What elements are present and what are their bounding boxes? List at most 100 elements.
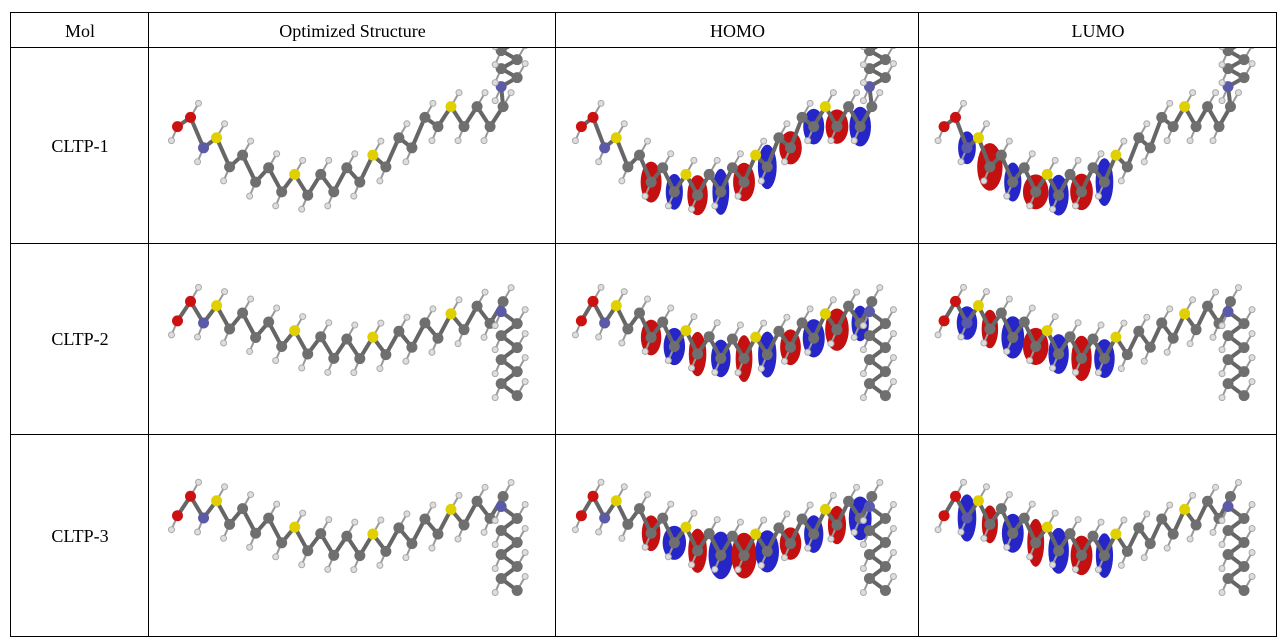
- hydrogen-atom: [1004, 544, 1010, 550]
- hydrogen-atom: [958, 334, 964, 340]
- atom: [512, 342, 523, 353]
- atom: [1191, 520, 1202, 531]
- hydrogen-atom: [981, 535, 987, 541]
- hydrogen-atom: [508, 90, 514, 96]
- hydrogen-atom: [492, 542, 498, 548]
- atom: [1223, 549, 1234, 560]
- atom: [1099, 353, 1110, 364]
- hydrogen-atom: [1027, 357, 1033, 363]
- hydrogen-atom: [482, 90, 488, 96]
- atom: [715, 186, 726, 197]
- hydrogen-atom: [1219, 542, 1225, 548]
- atom: [750, 529, 761, 540]
- hydrogen-atom: [1121, 138, 1127, 144]
- atom: [773, 522, 784, 533]
- hydrogen-atom: [1098, 151, 1104, 157]
- hydrogen-atom: [854, 289, 860, 295]
- hydrogen-atom: [619, 535, 625, 541]
- hydrogen-atom: [781, 555, 787, 561]
- hydrogen-atom: [1210, 138, 1216, 144]
- atom: [1099, 550, 1110, 561]
- hydrogen-atom: [851, 138, 857, 144]
- atom: [302, 545, 313, 556]
- atom: [1202, 301, 1213, 312]
- hydrogen-atom: [1144, 511, 1150, 517]
- hydrogen-atom: [273, 554, 279, 560]
- hydrogen-atom: [860, 518, 866, 524]
- atom: [820, 308, 831, 319]
- atom: [950, 296, 961, 307]
- atom: [843, 496, 854, 507]
- atom: [634, 503, 645, 514]
- hydrogen-atom: [572, 527, 578, 533]
- atom: [820, 504, 831, 515]
- atom: [1065, 331, 1076, 342]
- hydrogen-atom: [1027, 203, 1033, 209]
- atom: [459, 121, 470, 132]
- atom: [276, 341, 287, 352]
- atom: [445, 308, 456, 319]
- hydrogen-atom: [714, 517, 720, 523]
- hydrogen-atom: [1121, 320, 1127, 326]
- hydrogen-atom: [805, 138, 811, 144]
- hydrogen-atom: [522, 307, 528, 313]
- hydrogen-atom: [1213, 289, 1219, 295]
- hydrogen-atom: [196, 284, 202, 290]
- hydrogen-atom: [714, 157, 720, 163]
- atom: [1030, 537, 1041, 548]
- hydrogen-atom: [221, 178, 227, 184]
- atom: [512, 390, 523, 401]
- atom: [576, 121, 587, 132]
- hydrogen-atom: [689, 206, 695, 212]
- row-label: CLTP-1: [51, 136, 108, 157]
- hydrogen-atom: [492, 323, 498, 329]
- hydrogen-atom: [1144, 121, 1150, 127]
- hydrogen-atom: [1052, 314, 1058, 320]
- image-cell: [148, 434, 556, 637]
- hydrogen-atom: [983, 484, 989, 490]
- atom: [354, 177, 365, 188]
- hydrogen-atom: [758, 562, 764, 568]
- atom: [432, 121, 443, 132]
- atom: [961, 142, 972, 153]
- hydrogen-atom: [403, 555, 409, 561]
- hydrogen-atom: [351, 370, 357, 376]
- atom: [762, 161, 773, 172]
- atom: [996, 308, 1007, 319]
- atom: [380, 349, 391, 360]
- hydrogen-atom: [1141, 555, 1147, 561]
- atom: [1122, 161, 1133, 172]
- hydrogen-atom: [1210, 334, 1216, 340]
- hydrogen-atom: [851, 334, 857, 340]
- atom: [485, 121, 496, 132]
- hydrogen-atom: [1167, 502, 1173, 508]
- atom: [341, 334, 352, 345]
- atom: [198, 318, 209, 329]
- hydrogen-atom: [665, 554, 671, 560]
- hydrogen-atom: [1118, 178, 1124, 184]
- atom: [512, 366, 523, 377]
- atom: [445, 504, 456, 515]
- atom: [739, 177, 750, 188]
- atom: [185, 112, 196, 123]
- hydrogen-atom: [1167, 306, 1173, 312]
- atom: [496, 330, 507, 341]
- hydrogen-atom: [691, 314, 697, 320]
- hydrogen-atom: [860, 323, 866, 329]
- molecule-image: [149, 48, 556, 244]
- atom: [1168, 121, 1179, 132]
- atom: [496, 501, 507, 512]
- atom: [1065, 528, 1076, 539]
- molecule-image: [919, 435, 1277, 637]
- hydrogen-atom: [1187, 138, 1193, 144]
- atom: [1225, 296, 1236, 307]
- atom: [512, 561, 523, 572]
- atom: [739, 550, 750, 561]
- hydrogen-atom: [860, 98, 866, 104]
- atom: [727, 334, 738, 345]
- atom: [634, 150, 645, 161]
- hydrogen-atom: [890, 550, 896, 556]
- atom: [880, 54, 891, 65]
- atom: [185, 491, 196, 502]
- hydrogen-atom: [877, 90, 883, 96]
